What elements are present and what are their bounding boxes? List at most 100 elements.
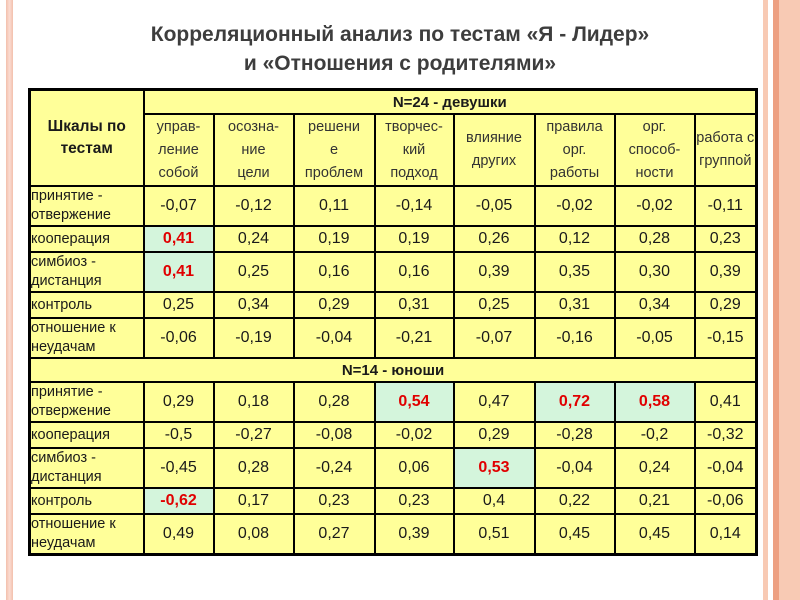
value-cell: 0,14 (693, 513, 758, 556)
value-cell: 0,34 (212, 291, 295, 319)
value-cell: 0,08 (212, 513, 295, 556)
value-cell: 0,45 (613, 513, 696, 556)
value-cell: 0,24 (212, 225, 295, 253)
value-cell: -0,27 (212, 421, 295, 449)
value-cell: 0,34 (613, 291, 696, 319)
value-cell: 0,19 (292, 225, 376, 253)
value-cell: 0,23 (693, 225, 758, 253)
value-cell: -0,08 (292, 421, 376, 449)
value-cell: 0,12 (533, 225, 616, 253)
value-cell: 0,28 (292, 381, 376, 423)
value-cell-highlighted: 0,41 (142, 251, 215, 293)
value-cell: 0,24 (613, 447, 696, 489)
value-cell: 0,49 (142, 513, 215, 556)
table-row: принятие - отвержение 0,29 0,18 0,28 0,54 0,4… (28, 381, 758, 423)
column-header: управ- ление собой (142, 113, 215, 187)
value-cell: -0,28 (533, 421, 616, 449)
row-label: кооперация (28, 421, 145, 449)
value-cell: -0,21 (373, 317, 455, 359)
value-cell: -0,07 (142, 185, 215, 227)
value-cell-highlighted: -0,62 (142, 487, 215, 515)
row-label: отношение к неудачам (28, 317, 145, 359)
value-cell: 0,21 (613, 487, 696, 515)
value-cell: 0,19 (373, 225, 455, 253)
value-cell: 0,29 (292, 291, 376, 319)
table-row: отношение к неудачам -0,06 -0,19 -0,04 -0,21… (28, 317, 758, 359)
column-header: правила орг. работы (533, 113, 616, 187)
value-cell: -0,06 (142, 317, 215, 359)
value-cell: -0,12 (212, 185, 295, 227)
value-cell: 0,31 (533, 291, 616, 319)
row-label: принятие - отвержение (28, 185, 145, 227)
section-band-girls: N=24 - девушки (142, 88, 758, 115)
value-cell: 0,11 (292, 185, 376, 227)
table-row: симбиоз - дистанция -0,45 0,28 -0,24 0,06 0,5… (28, 447, 758, 489)
value-cell: 0,23 (292, 487, 376, 515)
value-cell: 0,39 (693, 251, 758, 293)
table-row: кооперация -0,5 -0,27 -0,08 -0,02 0,29 -0,28 -0… (28, 421, 758, 449)
value-cell: 0,39 (452, 251, 536, 293)
value-cell: 0,47 (452, 381, 536, 423)
table-row: кооперация 0,41 0,24 0,19 0,19 0,26 0,12 0,28 0,… (28, 225, 758, 253)
value-cell: 0,30 (613, 251, 696, 293)
value-cell: -0,04 (533, 447, 616, 489)
header-row: управ- ление собой осозна- ние цели реше… (30, 113, 758, 187)
value-cell-highlighted: 0,53 (452, 447, 536, 489)
value-cell: 0,16 (292, 251, 376, 293)
value-cell: -0,14 (373, 185, 455, 227)
value-cell: 0,22 (533, 487, 616, 515)
table-row: контроль -0,62 0,17 0,23 0,23 0,4 0,22 0,21 -0,0… (28, 487, 758, 515)
value-cell-highlighted: 0,54 (373, 381, 455, 423)
value-cell: 0,28 (613, 225, 696, 253)
value-cell: 0,27 (292, 513, 376, 556)
value-cell: -0,45 (142, 447, 215, 489)
right-border-stripe-outer (763, 0, 768, 600)
value-cell-highlighted: 0,72 (533, 381, 616, 423)
value-cell: -0,07 (452, 317, 536, 359)
left-border-stripe (6, 0, 13, 600)
value-cell: -0,5 (142, 421, 215, 449)
value-cell: 0,31 (373, 291, 455, 319)
row-label: отношение к неудачам (28, 513, 145, 556)
value-cell: -0,04 (693, 447, 758, 489)
section-band: N=14 - юноши (28, 357, 758, 383)
right-border-stripe-wide (779, 0, 800, 600)
value-cell: -0,02 (613, 185, 696, 227)
table-row: контроль 0,25 0,34 0,29 0,31 0,25 0,31 0,34 0,29 (28, 291, 758, 319)
column-header: осозна- ние цели (212, 113, 295, 187)
value-cell: 0,18 (212, 381, 295, 423)
value-cell: 0,29 (693, 291, 758, 319)
band-row: N=14 - юноши (28, 357, 758, 383)
value-cell: 0,41 (693, 381, 758, 423)
row-label: симбиоз - дистанция (28, 251, 145, 293)
value-cell-highlighted: 0,41 (142, 225, 215, 253)
value-cell: -0,02 (533, 185, 616, 227)
value-cell: 0,29 (142, 381, 215, 423)
value-cell: 0,23 (373, 487, 455, 515)
page-title-line2: и «Отношения с родителями» (243, 52, 557, 75)
value-cell: -0,19 (212, 317, 295, 359)
table-row: симбиоз - дистанция 0,41 0,25 0,16 0,16 0,39 0… (28, 251, 758, 293)
row-label: симбиоз - дистанция (28, 447, 145, 489)
column-header: решени е проблем (292, 113, 376, 187)
correlation-table: Шкалы по тестам N=24 - девушки управ- ле… (28, 88, 759, 556)
value-cell: -0,04 (292, 317, 376, 359)
band-row-girls: Шкалы по тестам N=24 - девушки (28, 88, 758, 187)
table-row: принятие - отвержение -0,07 -0,12 0,11 -0,14… (28, 185, 758, 227)
value-cell: 0,4 (452, 487, 536, 515)
value-cell: 0,51 (452, 513, 536, 556)
value-cell: -0,11 (693, 185, 758, 227)
column-header: работа с группой (693, 113, 758, 187)
value-cell: 0,45 (533, 513, 616, 556)
corner-cell: Шкалы по тестам (28, 88, 145, 187)
row-label: принятие - отвержение (28, 381, 145, 423)
table-row: отношение к неудачам 0,49 0,08 0,27 0,39 0,51… (28, 513, 758, 556)
value-cell: -0,16 (533, 317, 616, 359)
value-cell: -0,24 (292, 447, 376, 489)
value-cell: 0,16 (373, 251, 455, 293)
value-cell: -0,32 (693, 421, 758, 449)
value-cell: 0,35 (533, 251, 616, 293)
value-cell: -0,2 (613, 421, 696, 449)
value-cell: 0,25 (452, 291, 536, 319)
value-cell: 0,25 (142, 291, 215, 319)
